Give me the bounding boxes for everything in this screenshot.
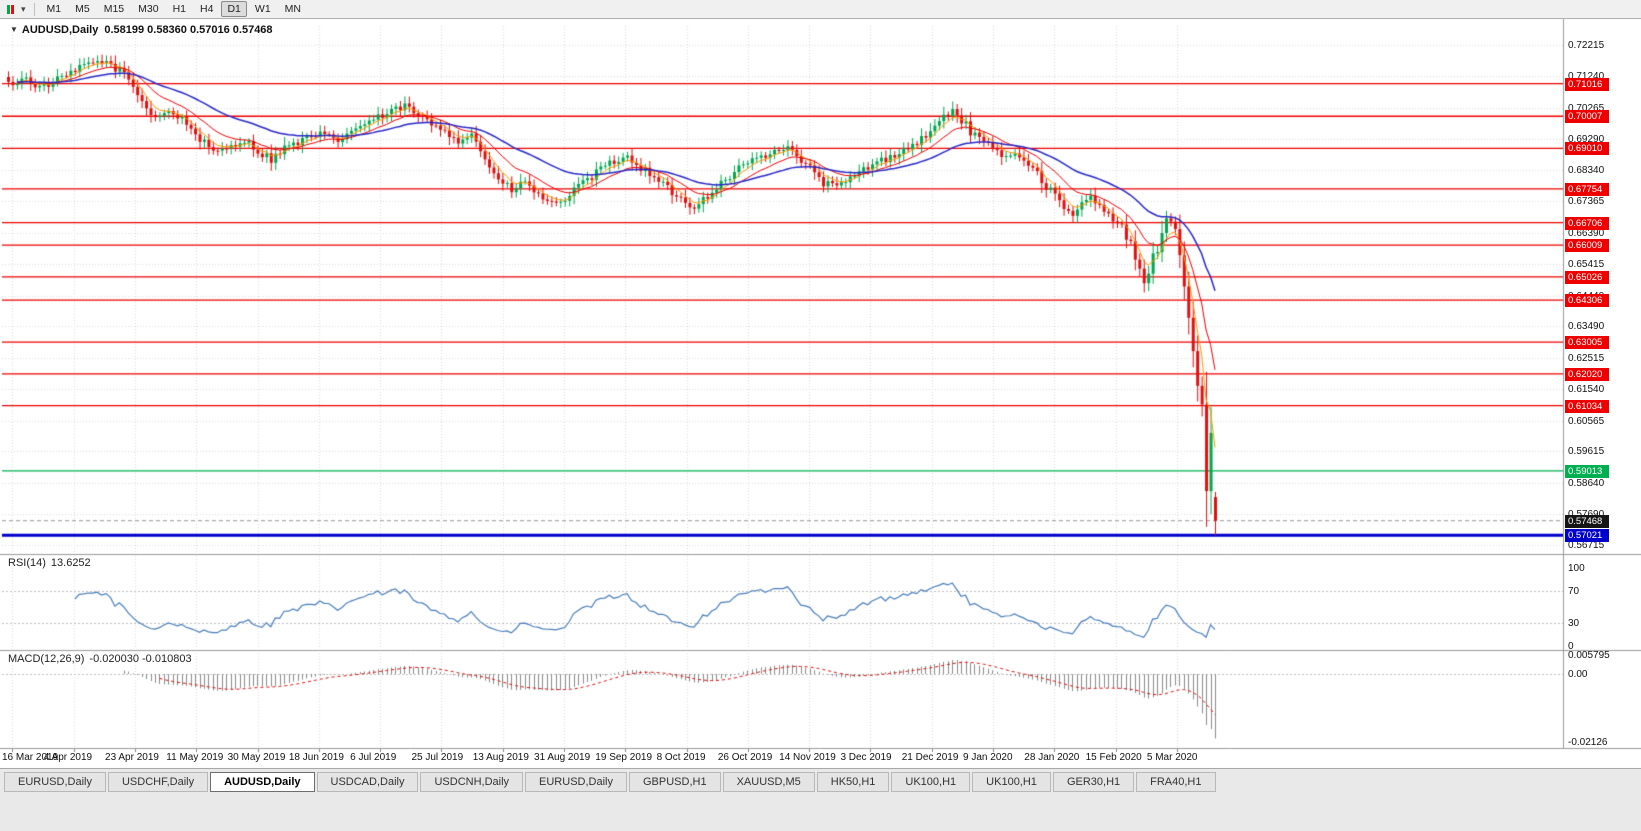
chart-tab-0[interactable]: EURUSD,Daily <box>4 772 106 792</box>
timeframe-button-mn[interactable]: MN <box>284 3 301 15</box>
timeframe-button-w1[interactable]: W1 <box>254 3 271 15</box>
chart-tab-11[interactable]: GER30,H1 <box>1052 772 1135 792</box>
chart-tab-3[interactable]: USDCAD,Daily <box>316 772 419 792</box>
chart-tab-10[interactable]: UK100,H1 <box>972 772 1051 792</box>
timeframe-button-m5[interactable]: M5 <box>75 3 90 15</box>
timeframe-buttons-group: M1 M5 M15 M30 H1 H4 D1 W1 MN <box>40 1 308 17</box>
chart-tab-8[interactable]: HK50,H1 <box>816 772 890 792</box>
timeframe-button-m1[interactable]: M1 <box>46 3 62 15</box>
chart-tab-4[interactable]: USDCNH,Daily <box>420 772 524 792</box>
chart-tab-5[interactable]: EURUSD,Daily <box>525 772 627 792</box>
chart-tab-2[interactable]: AUDUSD,Daily <box>210 772 315 792</box>
candlestick-icon <box>7 4 10 14</box>
chart-type-dropdown-caret-icon[interactable]: ▾ <box>21 3 26 14</box>
timeframe-button-d1[interactable]: D1 <box>221 1 247 17</box>
chart-type-button[interactable] <box>4 2 18 17</box>
chart-tab-6[interactable]: GBPUSD,H1 <box>629 772 721 792</box>
timeframe-button-h1[interactable]: H1 <box>172 3 187 15</box>
chart-tab-12[interactable]: FRA40,H1 <box>1136 772 1216 792</box>
timeframe-button-m15[interactable]: M15 <box>103 3 125 15</box>
chart-tab-1[interactable]: USDCHF,Daily <box>107 772 209 792</box>
chart-tab-9[interactable]: UK100,H1 <box>891 772 971 792</box>
toolbar-separator <box>33 2 35 16</box>
timeframe-button-m30[interactable]: M30 <box>138 3 159 15</box>
chart-tab-bar: EURUSD,Daily USDCHF,Daily AUDUSD,Daily USDC… <box>0 768 1641 831</box>
timeframe-toolbar: ▾ M1 M5 M15 M30 H1 H4 D1 W1 MN <box>0 0 1641 19</box>
timeframe-button-h4[interactable]: H4 <box>200 3 214 15</box>
chart-tab-7[interactable]: XAUUSD,M5 <box>722 772 815 792</box>
candlestick-icon <box>11 4 14 14</box>
